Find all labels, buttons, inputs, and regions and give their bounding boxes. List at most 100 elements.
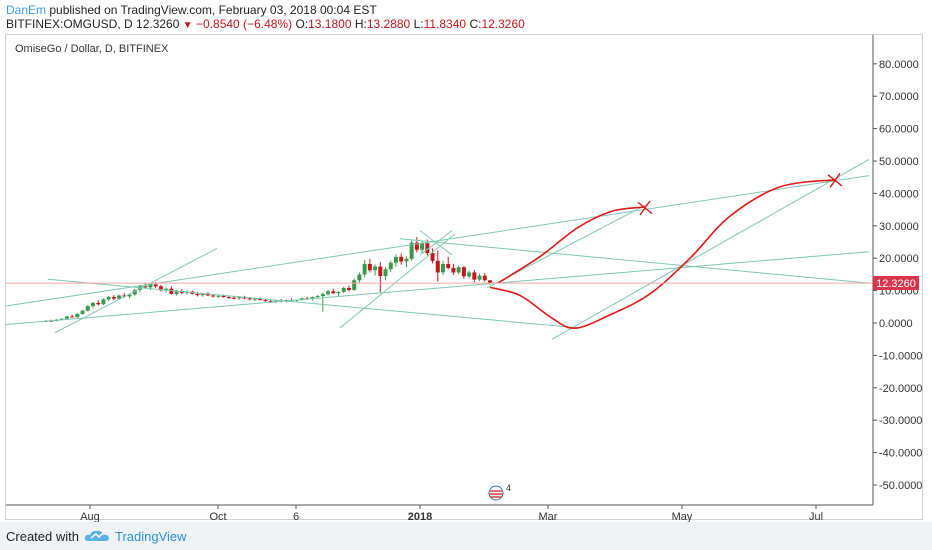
y-tick-label: 0.0000 <box>879 318 913 330</box>
candle-body <box>117 295 122 299</box>
price-chart[interactable]: 80.000070.000060.000050.000040.000030.00… <box>0 0 932 522</box>
trend-line <box>47 278 579 329</box>
candle-body <box>315 296 320 298</box>
y-tick-label: 60.0000 <box>879 124 919 136</box>
event-badge[interactable]: 4 <box>488 483 511 501</box>
candle-body <box>263 299 268 301</box>
candle-body <box>148 284 153 288</box>
candle-body <box>467 272 472 277</box>
candle-body <box>331 291 336 294</box>
event-count: 4 <box>506 483 511 493</box>
candle-body <box>393 256 398 263</box>
candle-body <box>127 294 132 297</box>
candle-body <box>461 267 466 277</box>
y-tick-label: -30.0000 <box>879 415 922 427</box>
target-x-mark <box>639 200 651 216</box>
change-value: −0.8540 (−6.48%) <box>196 17 293 31</box>
y-tick-label: -40.0000 <box>879 448 922 460</box>
footer-bar: Created with TradingView <box>0 522 932 550</box>
low-label: L: <box>413 17 424 31</box>
candle-body <box>320 294 325 297</box>
candle-body <box>420 243 425 250</box>
x-tick-label: May <box>672 511 693 522</box>
price-axis[interactable]: 80.0000 70.0000 60.0000 50.0000 40.0000 30.00… <box>872 35 922 505</box>
candle-body <box>49 320 54 322</box>
candle-body <box>111 297 116 299</box>
tradingview-brand-link[interactable]: TradingView <box>115 529 187 544</box>
candle-body <box>472 272 477 280</box>
candle-body <box>388 262 393 270</box>
candle-body <box>273 300 278 302</box>
candle-body <box>122 295 127 297</box>
candle-body <box>488 280 492 284</box>
candle-body <box>70 316 75 318</box>
symbol-label: BITFINEX:OMGUSD, D <box>6 17 133 31</box>
created-with-label: Created with <box>6 529 79 544</box>
candle-body <box>164 288 169 291</box>
x-tick-label: 6 <box>293 511 299 522</box>
published-text: published on TradingView.com, February 0… <box>49 3 377 17</box>
candle-body <box>373 266 378 271</box>
candle-body <box>85 306 90 311</box>
candle-body <box>414 242 419 250</box>
chart-frame[interactable] <box>5 34 923 520</box>
y-tick-label: 80.0000 <box>879 59 919 71</box>
open-label: O: <box>295 17 309 31</box>
candle-body <box>446 264 451 268</box>
close-label: C: <box>469 17 482 31</box>
y-tick-label: 50.0000 <box>879 156 919 168</box>
y-tick-label: -10.0000 <box>879 350 922 362</box>
candle-body <box>169 288 174 294</box>
trend-line <box>4 175 870 307</box>
candle-body <box>247 298 252 300</box>
candle-body <box>252 298 257 300</box>
candle-body <box>482 275 487 281</box>
candle-body <box>357 274 362 281</box>
projection-curve <box>489 178 836 329</box>
y-tick-label: 70.0000 <box>879 91 919 103</box>
high-value: 13.2880 <box>366 17 411 31</box>
target-curve <box>497 206 646 284</box>
last-price-label: 12.3260 <box>873 276 919 290</box>
candle-body <box>346 288 351 290</box>
candle-body <box>96 302 101 305</box>
candle-body <box>430 253 435 261</box>
us-flag-icon <box>488 485 504 501</box>
candle-body <box>352 280 357 290</box>
y-tick-label: 20.0000 <box>879 253 919 265</box>
last-price-label-text: 12.3260 <box>876 278 916 290</box>
author-link[interactable]: DanEm <box>6 3 47 17</box>
candle-body <box>378 266 383 277</box>
candle-body <box>106 297 111 300</box>
candle-body <box>75 313 80 318</box>
candle-body <box>258 298 263 300</box>
candle-body <box>195 293 200 296</box>
candle-body <box>399 256 404 262</box>
candle-body <box>143 286 148 288</box>
candle-body <box>91 302 96 307</box>
y-tick-label: 40.0000 <box>879 188 919 200</box>
candle-body <box>200 293 205 296</box>
time-axis[interactable]: Aug Oct 6 2018 Mar May Jul <box>6 504 873 522</box>
x-tick-label: Mar <box>539 511 558 522</box>
tradingview-cloud-icon <box>84 530 109 541</box>
candle-body <box>362 264 367 275</box>
y-tick-label: -20.0000 <box>879 383 922 395</box>
trend-line <box>419 230 453 256</box>
last-price: 12.3260 <box>136 17 180 31</box>
open-value: 13.1800 <box>308 17 352 31</box>
high-label: H: <box>354 17 367 31</box>
candle-body <box>310 297 315 300</box>
candle-body <box>336 291 341 294</box>
candle-body <box>299 298 304 300</box>
x-tick-label: Jul <box>809 511 823 522</box>
candle-body <box>435 260 440 273</box>
candle-body <box>456 267 461 273</box>
x-tick-label: Aug <box>80 511 100 522</box>
chart-title: OmiseGo / Dollar, D, BITFINEX <box>15 43 169 55</box>
target-x-mark <box>829 173 841 188</box>
candle-body <box>341 288 346 292</box>
candle-body <box>232 297 237 299</box>
candle-body <box>153 284 158 287</box>
y-tick-label: -50.0000 <box>879 480 922 492</box>
